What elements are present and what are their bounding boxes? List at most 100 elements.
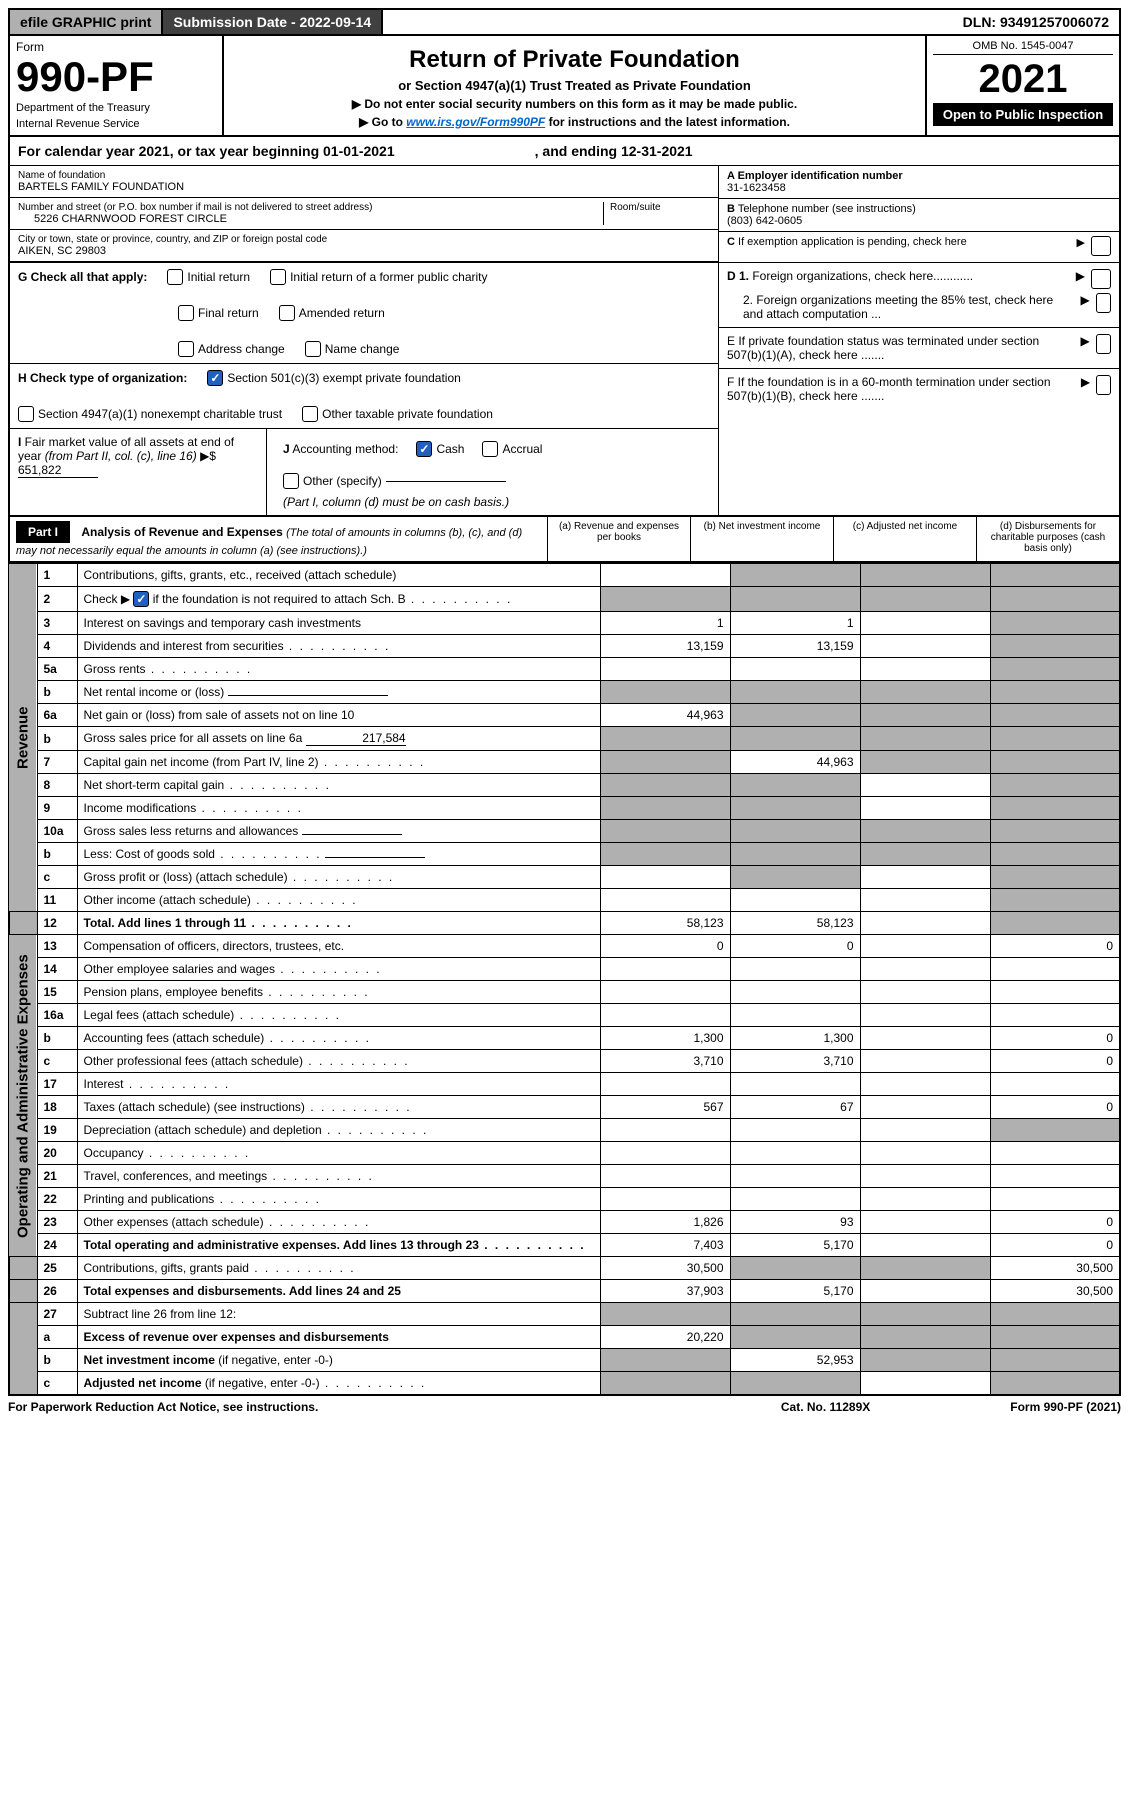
i-value: 651,822 <box>18 463 98 478</box>
open-public-badge: Open to Public Inspection <box>933 103 1113 126</box>
part1-badge: Part I <box>16 521 70 543</box>
f-checkbox[interactable] <box>1096 375 1111 395</box>
d2-label: 2. Foreign organizations meeting the 85%… <box>743 293 1075 321</box>
line-desc: Net short-term capital gain <box>77 774 600 797</box>
g-label: G Check all that apply: <box>18 270 147 284</box>
dept-label: Department of the Treasury <box>16 102 216 114</box>
cell: 44,963 <box>600 704 730 727</box>
line-desc: Total expenses and disbursements. Add li… <box>77 1280 600 1303</box>
cell <box>860 1211 990 1234</box>
line-num: 24 <box>37 1234 77 1257</box>
line-num: 17 <box>37 1073 77 1096</box>
line-num: c <box>37 866 77 889</box>
cell <box>860 958 990 981</box>
j-accrual[interactable]: Accrual <box>482 441 542 457</box>
line-num: 14 <box>37 958 77 981</box>
cell <box>860 843 990 866</box>
j-other[interactable]: Other (specify) <box>283 473 506 489</box>
g-amended-return[interactable]: Amended return <box>279 305 385 321</box>
h-other-taxable[interactable]: Other taxable private foundation <box>302 406 493 422</box>
table-row: 19Depreciation (attach schedule) and dep… <box>9 1119 1120 1142</box>
line-num: 22 <box>37 1188 77 1211</box>
cell: 5,170 <box>730 1234 860 1257</box>
h-row: H Check type of organization: Section 50… <box>10 364 718 429</box>
h-4947[interactable]: Section 4947(a)(1) nonexempt charitable … <box>18 406 282 422</box>
cell <box>860 1004 990 1027</box>
footer-left: For Paperwork Reduction Act Notice, see … <box>8 1400 318 1414</box>
cell <box>9 912 37 935</box>
cell: 1 <box>730 612 860 635</box>
table-row: 27Subtract line 26 from line 12: <box>9 1303 1120 1326</box>
cell <box>990 820 1120 843</box>
cell <box>860 1165 990 1188</box>
cell <box>600 820 730 843</box>
cell: 0 <box>990 1050 1120 1073</box>
h-label: H Check type of organization: <box>18 371 187 385</box>
cell <box>600 587 730 612</box>
line-desc: Subtract line 26 from line 12: <box>77 1303 600 1326</box>
line-desc: Other income (attach schedule) <box>77 889 600 912</box>
line-desc: Total. Add lines 1 through 11 <box>77 912 600 935</box>
cell: 37,903 <box>600 1280 730 1303</box>
g-address-change[interactable]: Address change <box>178 341 285 357</box>
table-row: 16aLegal fees (attach schedule) <box>9 1004 1120 1027</box>
e-checkbox[interactable] <box>1096 334 1111 354</box>
line-num: c <box>37 1050 77 1073</box>
c-checkbox[interactable] <box>1091 236 1111 256</box>
cell <box>730 889 860 912</box>
cell: 30,500 <box>600 1257 730 1280</box>
g-initial-return[interactable]: Initial return <box>167 269 250 285</box>
line-num: b <box>37 681 77 704</box>
cell: 567 <box>600 1096 730 1119</box>
cell: 0 <box>600 935 730 958</box>
cell <box>860 1073 990 1096</box>
g-initial-return-former[interactable]: Initial return of a former public charit… <box>270 269 487 285</box>
cell <box>600 1349 730 1372</box>
d1-checkbox[interactable] <box>1091 269 1111 289</box>
form-number: 990-PF <box>16 56 216 98</box>
cell: 5,170 <box>730 1280 860 1303</box>
table-row: bNet investment income (if negative, ent… <box>9 1349 1120 1372</box>
part1-title: Analysis of Revenue and Expenses <box>81 525 282 539</box>
cell <box>860 681 990 704</box>
note2-pre: ▶ Go to <box>359 115 406 129</box>
cell <box>730 1372 860 1396</box>
line-num: 21 <box>37 1165 77 1188</box>
part1-table: Revenue 1 Contributions, gifts, grants, … <box>8 563 1121 1396</box>
cell: 0 <box>730 935 860 958</box>
j-cash[interactable]: Cash <box>416 441 464 457</box>
cell <box>600 958 730 981</box>
line-num: 20 <box>37 1142 77 1165</box>
note2-post: for instructions and the latest informat… <box>549 115 790 129</box>
line-desc: Accounting fees (attach schedule) <box>77 1027 600 1050</box>
cell <box>990 1349 1120 1372</box>
col-a-head: (a) Revenue and expenses per books <box>547 517 690 561</box>
table-row: bAccounting fees (attach schedule)1,3001… <box>9 1027 1120 1050</box>
cell <box>600 889 730 912</box>
form-note1: ▶ Do not enter social security numbers o… <box>234 97 915 111</box>
cell <box>990 866 1120 889</box>
efile-label[interactable]: efile GRAPHIC print <box>10 10 163 34</box>
line-desc: Taxes (attach schedule) (see instruction… <box>77 1096 600 1119</box>
cell <box>860 1096 990 1119</box>
c-cell: C If exemption application is pending, c… <box>719 232 1119 260</box>
line-num: 15 <box>37 981 77 1004</box>
schb-checkbox[interactable] <box>133 591 149 607</box>
table-row: 14Other employee salaries and wages <box>9 958 1120 981</box>
cell <box>860 1119 990 1142</box>
omb-number: OMB No. 1545-0047 <box>933 40 1113 55</box>
header-mid: Return of Private Foundation or Section … <box>224 36 925 135</box>
d2-checkbox[interactable] <box>1096 293 1111 313</box>
form990pf-link[interactable]: www.irs.gov/Form990PF <box>406 115 545 129</box>
table-row: 15Pension plans, employee benefits <box>9 981 1120 1004</box>
g-final-return[interactable]: Final return <box>178 305 259 321</box>
line-desc: Net gain or (loss) from sale of assets n… <box>77 704 600 727</box>
h-501c3[interactable]: Section 501(c)(3) exempt private foundat… <box>207 370 460 386</box>
line-desc: Income modifications <box>77 797 600 820</box>
line-num: 27 <box>37 1303 77 1326</box>
cell <box>860 935 990 958</box>
cell: 20,220 <box>600 1326 730 1349</box>
address: 5226 CHARNWOOD FOREST CIRCLE <box>18 213 603 225</box>
g-name-change[interactable]: Name change <box>305 341 400 357</box>
cell <box>600 1188 730 1211</box>
